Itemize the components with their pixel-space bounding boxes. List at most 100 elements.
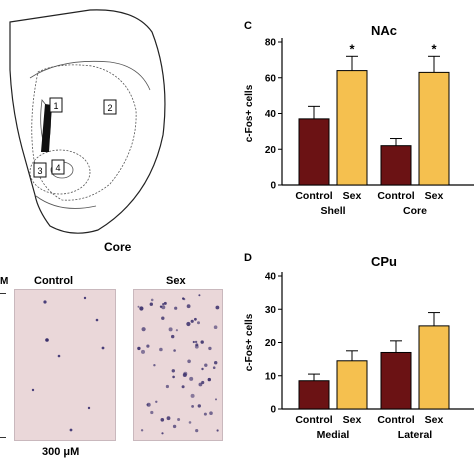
stained-nucleus [150,411,153,414]
stained-nucleus [150,303,153,306]
olfactory-tubercle-line [36,196,96,208]
significance-marker: * [431,41,437,56]
stained-nucleus [194,318,197,321]
y-tick-label: 60 [265,73,277,84]
stained-nucleus [153,364,155,366]
stained-nucleus [201,381,204,384]
y-axis-label: c-Fos+ cells [244,313,255,371]
bar [299,119,329,185]
region-label-3: 3 [37,166,42,176]
y-tick-label: 80 [265,38,277,49]
stained-nucleus [161,418,165,422]
micro-edge-tick-bottom [0,437,6,438]
x-tick-label: Control [377,190,414,202]
bar [381,352,411,409]
y-tick-label: 40 [265,109,277,120]
stained-nucleus [216,306,220,310]
stained-nucleus [204,413,207,416]
x-tick-label: Sex [425,414,444,426]
stained-nucleus [169,327,173,331]
region-label-2: 2 [107,103,112,113]
micrograph-sex-dots [134,290,222,440]
x-tick-label: Sex [343,414,362,426]
stained-nucleus [172,369,175,372]
stained-nucleus [198,294,200,296]
y-tick-label: 30 [265,305,277,316]
stained-nucleus [167,416,171,420]
stained-nucleus [182,297,184,299]
stained-nucleus [139,306,143,310]
stained-nucleus [161,317,164,320]
stained-nucleus [142,327,146,331]
stained-nucleus [177,418,180,421]
stained-nucleus [147,403,151,407]
group-label: Core [403,205,427,217]
micro-edge-tick [0,293,6,294]
chart-title: CPu [371,254,397,269]
chart-cpu: CPu c-Fos+ cells 0 10 20 30 40 Control Sex Contro… [240,252,474,474]
micro-sex-label: Sex [166,275,186,287]
significance-marker: * [349,41,355,56]
y-tick-label: 20 [265,338,277,349]
y-axis-label: c-Fos+ cells [244,84,255,142]
x-tick-label: Control [377,414,414,426]
stained-nucleus [197,321,200,324]
brain-outline [10,10,165,233]
bar [337,361,367,409]
micro-edge-letter: M [0,276,8,287]
stained-nucleus [173,425,176,428]
stained-nucleus [193,341,195,343]
stained-nucleus [174,307,177,310]
stained-nucleus [141,429,143,431]
x-tick-label: Sex [343,190,362,202]
stained-nucleus [137,347,140,350]
brain-atlas-drawing: 1 2 3 4 [0,0,240,240]
y-tick-label: 40 [265,272,277,283]
stained-nucleus [191,405,194,408]
x-tick-label: Control [295,190,332,202]
y-tick-label: 10 [265,371,277,382]
micrograph-control-dots [15,290,115,440]
stained-nucleus [183,373,187,377]
stained-nucleus [146,345,149,348]
group-label: Shell [320,205,345,217]
bar [419,326,449,409]
stained-nucleus [161,432,163,434]
stained-nucleus [195,343,198,346]
chart-nac: NAc c-Fos+ cells 0 20 40 60 80 Control * Sex Contr… [240,20,474,250]
x-tick-label: Sex [425,190,444,202]
stained-nucleus [186,322,190,326]
stained-nucleus [162,303,164,305]
stained-nucleus [187,360,191,364]
stained-nucleus [213,366,216,369]
y-tick-label: 20 [265,145,277,156]
stained-nucleus [141,350,145,354]
stained-nucleus [208,347,211,350]
stained-nucleus [155,401,157,403]
bar [337,71,367,185]
stained-nucleus [195,429,198,432]
stained-nucleus [176,329,178,331]
group-label: Medial [317,429,350,441]
stained-nucleus [209,411,213,415]
stained-nucleus [217,429,219,431]
stained-nucleus [172,376,175,379]
stained-nucleus [187,304,191,308]
stained-nucleus [189,421,192,424]
x-tick-label: Control [295,414,332,426]
bar [299,381,329,409]
stained-nucleus [173,349,176,352]
stained-nucleus [201,340,204,343]
stained-nucleus [151,299,154,302]
y-tick-label: 0 [270,181,276,192]
scale-bar-label: 300 μM [42,446,79,458]
stained-nucleus [215,398,217,400]
micrograph-control [14,289,116,441]
atlas-caption: Core [104,240,131,254]
stained-nucleus [195,341,197,343]
micrograph-sex [133,289,223,441]
stained-nucleus [191,394,195,398]
stained-nucleus [166,385,169,388]
stained-nucleus [208,378,211,381]
stained-nucleus [161,305,165,309]
